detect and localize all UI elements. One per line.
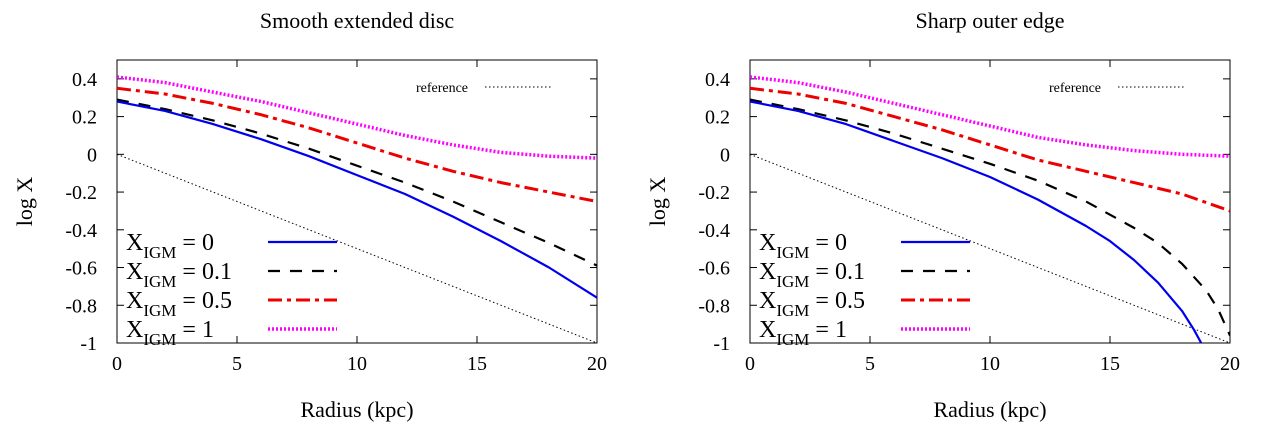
chart0-y-tick-label: -0.4 — [65, 220, 97, 242]
chart1-y-tick-label: -1 — [713, 333, 730, 355]
chart0-x-tick-label: 0 — [112, 353, 122, 375]
chart1-x-tick-label: 10 — [980, 353, 1000, 375]
chart0-legend-entry-label: XIGM = 0 — [126, 230, 214, 262]
chart1-y-axis-label: log X — [645, 177, 670, 227]
chart1-legend-reference-label: reference — [1049, 81, 1101, 96]
chart1-y-tick-label: -0.4 — [698, 220, 730, 242]
chart1-title: Sharp outer edge — [915, 8, 1064, 33]
chart0-y-tick-label: -1 — [80, 333, 97, 355]
chart0-legend-entry-label: XIGM = 1 — [126, 317, 214, 349]
chart1-x-tick-label: 20 — [1220, 353, 1240, 375]
chart0-x-tick-label: 5 — [232, 353, 242, 375]
chart0-y-tick-label: -0.2 — [65, 182, 97, 204]
chart0-series-group — [117, 75, 597, 343]
chart1-legend-entry-label: XIGM = 0 — [759, 230, 847, 262]
chart1-series-line-0.5 — [750, 86, 1230, 213]
chart0-series-line-0.5 — [117, 86, 597, 203]
chart1-x-tick-label: 0 — [745, 353, 755, 375]
chart0-x-tick-label: 20 — [587, 353, 607, 375]
chart0-x-tick-label: 15 — [467, 353, 487, 375]
chart0-x-tick-label: 10 — [347, 353, 367, 375]
chart-panel-right: Sharp outer edge 0 5 10 15 20 0.4 0.2 0 -0.2 -0.4 -… — [633, 0, 1266, 429]
chart1-x-tick-label: 15 — [1100, 353, 1120, 375]
chart1-y-tick-label: -0.8 — [698, 295, 730, 317]
chart1-y-tick-label: 0.2 — [705, 107, 730, 129]
chart0-y-tick-label: -0.8 — [65, 295, 97, 317]
chart1-legend-entry-label: XIGM = 0.5 — [759, 288, 865, 320]
chart0-y-tick-label: 0.2 — [72, 107, 97, 129]
chart1-legend-entry-label: XIGM = 1 — [759, 317, 847, 349]
chart0-series-line-0.1 — [117, 98, 597, 267]
chart1-series-group — [750, 75, 1230, 343]
chart1-series-line-1 — [750, 75, 1230, 158]
chart0-legend-entry-label: XIGM = 0.5 — [126, 288, 232, 320]
chart0-y-tick-label: 0.4 — [72, 69, 97, 91]
chart0-x-axis-label: Radius (kpc) — [300, 397, 413, 422]
chart-smooth-extended-disc: Smooth extended disc 0 5 10 15 20 0.4 0.2 0 -0.2 -… — [12, 8, 607, 422]
chart1-series-line-0 — [750, 100, 1203, 343]
chart-sharp-outer-edge: Sharp outer edge 0 5 10 15 20 0.4 0.2 0 -0.2 -0.4 -… — [645, 8, 1240, 422]
chart1-x-axis-label: Radius (kpc) — [933, 397, 1046, 422]
chart0-y-tick-label: -0.6 — [65, 258, 97, 280]
chart1-y-tick-label: 0 — [720, 144, 730, 166]
chart0-y-tick-label: 0 — [87, 144, 97, 166]
chart0-y-axis-label: log X — [12, 177, 37, 227]
chart1-y-tick-label: -0.6 — [698, 258, 730, 280]
chart0-title: Smooth extended disc — [260, 8, 455, 33]
chart1-y-tick-label: 0.4 — [705, 69, 730, 91]
chart0-series-line-1 — [117, 75, 597, 160]
chart1-x-tick-label: 5 — [865, 353, 875, 375]
chart-panel-left: Smooth extended disc 0 5 10 15 20 0.4 0.2 0 -0.2 -… — [12, 8, 607, 422]
chart1-legend-entry-label: XIGM = 0.1 — [759, 259, 865, 291]
chart0-series-line-0 — [117, 100, 597, 299]
chart1-y-tick-label: -0.2 — [698, 182, 730, 204]
chart0-legend-entry-label: XIGM = 0.1 — [126, 259, 232, 291]
chart0-legend-reference-label: reference — [416, 81, 468, 96]
